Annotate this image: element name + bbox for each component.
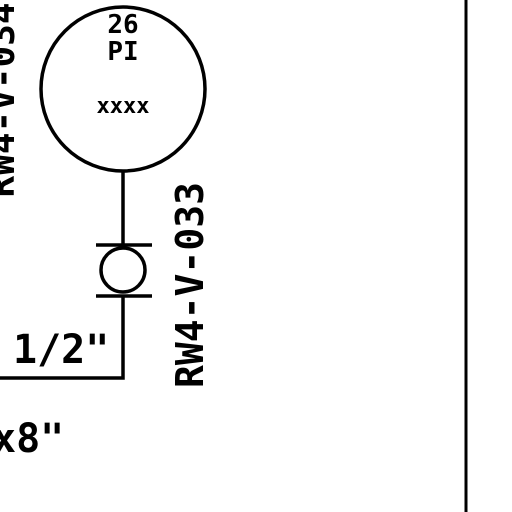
instrument-type: PI: [107, 37, 138, 67]
pipe-line: [0, 297, 125, 380]
valve-body-circle: [99, 246, 147, 294]
instrument-number: 26: [107, 10, 138, 40]
pipe-size-label: 1/2": [13, 327, 109, 373]
instrument-tag: xxxx: [97, 94, 150, 119]
partial-bottom-left-label: x8": [0, 416, 64, 462]
valve-symbol[interactable]: [96, 243, 152, 298]
partial-left-vertical-label: RW4-V-034: [0, 2, 23, 197]
instrument-bubble[interactable]: 26 PI xxxx: [39, 5, 207, 173]
valve-tag-label: RW4-V-033: [168, 182, 212, 388]
